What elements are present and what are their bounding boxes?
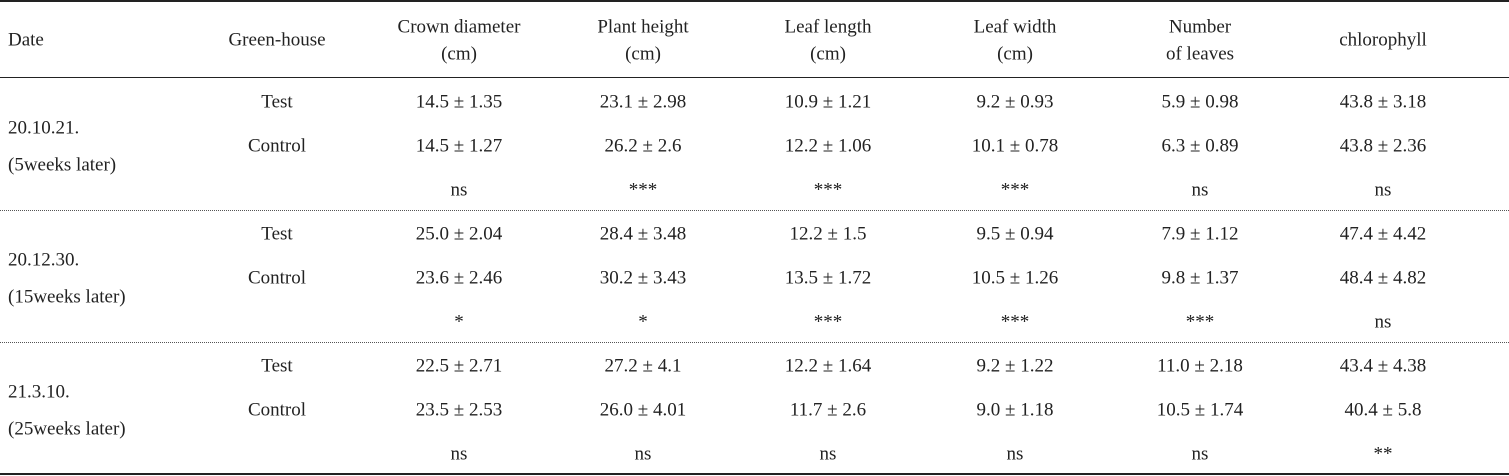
value-cell: 13.5 ± 1.72 [784,267,872,289]
value-cell: 9.2 ± 0.93 [976,91,1054,113]
significance-cell: ns [1191,179,1209,201]
significance-cell: ns [634,443,652,465]
significance-cell: ns [1191,443,1209,465]
header-cell: Crown diameter [397,16,521,37]
value-cell: 9.2 ± 1.22 [976,355,1054,377]
greenhouse-cell: Control [247,135,307,157]
value-cell: 43.4 ± 4.38 [1339,355,1427,377]
value-cell: 10.5 ± 1.26 [971,267,1059,289]
header-cell: of leaves [1165,43,1235,64]
header-cell: Green-house [228,29,326,51]
significance-cell: * [638,311,648,333]
value-cell: 5.9 ± 0.98 [1161,91,1239,113]
bottom-rule [0,473,1509,475]
value-cell: 28.4 ± 3.48 [599,223,687,245]
value-cell: 47.4 ± 4.42 [1339,223,1427,245]
value-cell: 9.0 ± 1.18 [976,399,1054,421]
value-cell: 27.2 ± 4.1 [604,355,682,377]
greenhouse-cell: Test [261,355,293,377]
value-cell: 10.9 ± 1.21 [784,91,872,113]
significance-cell: *** [1000,311,1030,333]
header-cell: Number [1168,16,1232,37]
significance-cell: *** [813,179,843,201]
value-cell: 9.5 ± 0.94 [976,223,1054,245]
significance-cell: ns [1374,311,1392,333]
header-cell: Leaf width [973,16,1057,37]
value-cell: 40.4 ± 5.8 [1344,399,1422,421]
top-rule [0,0,1509,2]
value-cell: 43.8 ± 2.36 [1339,135,1427,157]
value-cell: 12.2 ± 1.5 [789,223,867,245]
significance-cell: *** [1185,311,1215,333]
significance-cell: ns [450,443,468,465]
significance-cell: ns [450,179,468,201]
greenhouse-cell: Test [261,91,293,113]
value-cell: 12.2 ± 1.06 [784,135,872,157]
value-cell: 48.4 ± 4.82 [1339,267,1427,289]
value-cell: 14.5 ± 1.27 [415,135,503,157]
significance-cell: *** [628,179,658,201]
significance-cell: ** [1373,443,1393,465]
header-cell: Plant height [597,16,689,37]
value-cell: 11.0 ± 2.18 [1157,355,1243,377]
value-cell: 9.8 ± 1.37 [1161,267,1239,289]
value-cell: 10.5 ± 1.74 [1156,399,1244,421]
value-cell: 11.7 ± 2.6 [789,399,867,421]
header-cell: (cm) [625,43,661,64]
value-cell: 7.9 ± 1.12 [1161,223,1239,245]
date-cell: 20.10.21. [8,117,80,139]
group-rule [0,342,1509,343]
value-cell: 12.2 ± 1.64 [784,355,872,377]
date-cell: 20.12.30. [8,249,80,271]
date-cell: (15weeks later) [8,286,126,308]
value-cell: 10.1 ± 0.78 [971,135,1059,157]
header-cell: (cm) [441,43,477,64]
significance-cell: * [454,311,464,333]
value-cell: 26.2 ± 2.6 [604,135,682,157]
significance-cell: ns [1006,443,1024,465]
value-cell: 30.2 ± 3.43 [599,267,687,289]
value-cell: 25.0 ± 2.04 [415,223,503,245]
date-cell: 21.3.10. [8,381,70,403]
value-cell: 22.5 ± 2.71 [415,355,503,377]
greenhouse-cell: Control [247,267,307,289]
date-cell: (25weeks later) [8,418,126,440]
header-rule [0,77,1509,78]
date-cell: (5weeks later) [8,154,117,176]
significance-cell: *** [813,311,843,333]
value-cell: 43.8 ± 3.18 [1339,91,1427,113]
significance-cell: ns [819,443,837,465]
header-cell: Date [8,29,44,51]
greenhouse-cell: Test [261,223,293,245]
header-cell: Leaf length [784,16,872,37]
header-cell: (cm) [810,43,846,64]
group-rule [0,210,1509,211]
header-cell: chlorophyll [1339,29,1427,51]
value-cell: 6.3 ± 0.89 [1161,135,1239,157]
value-cell: 14.5 ± 1.35 [415,91,503,113]
value-cell: 23.1 ± 2.98 [599,91,687,113]
greenhouse-cell: Control [247,399,307,421]
header-cell: (cm) [997,43,1033,64]
value-cell: 23.5 ± 2.53 [415,399,503,421]
significance-cell: *** [1000,179,1030,201]
value-cell: 26.0 ± 4.01 [599,399,687,421]
significance-cell: ns [1374,179,1392,201]
value-cell: 23.6 ± 2.46 [415,267,503,289]
